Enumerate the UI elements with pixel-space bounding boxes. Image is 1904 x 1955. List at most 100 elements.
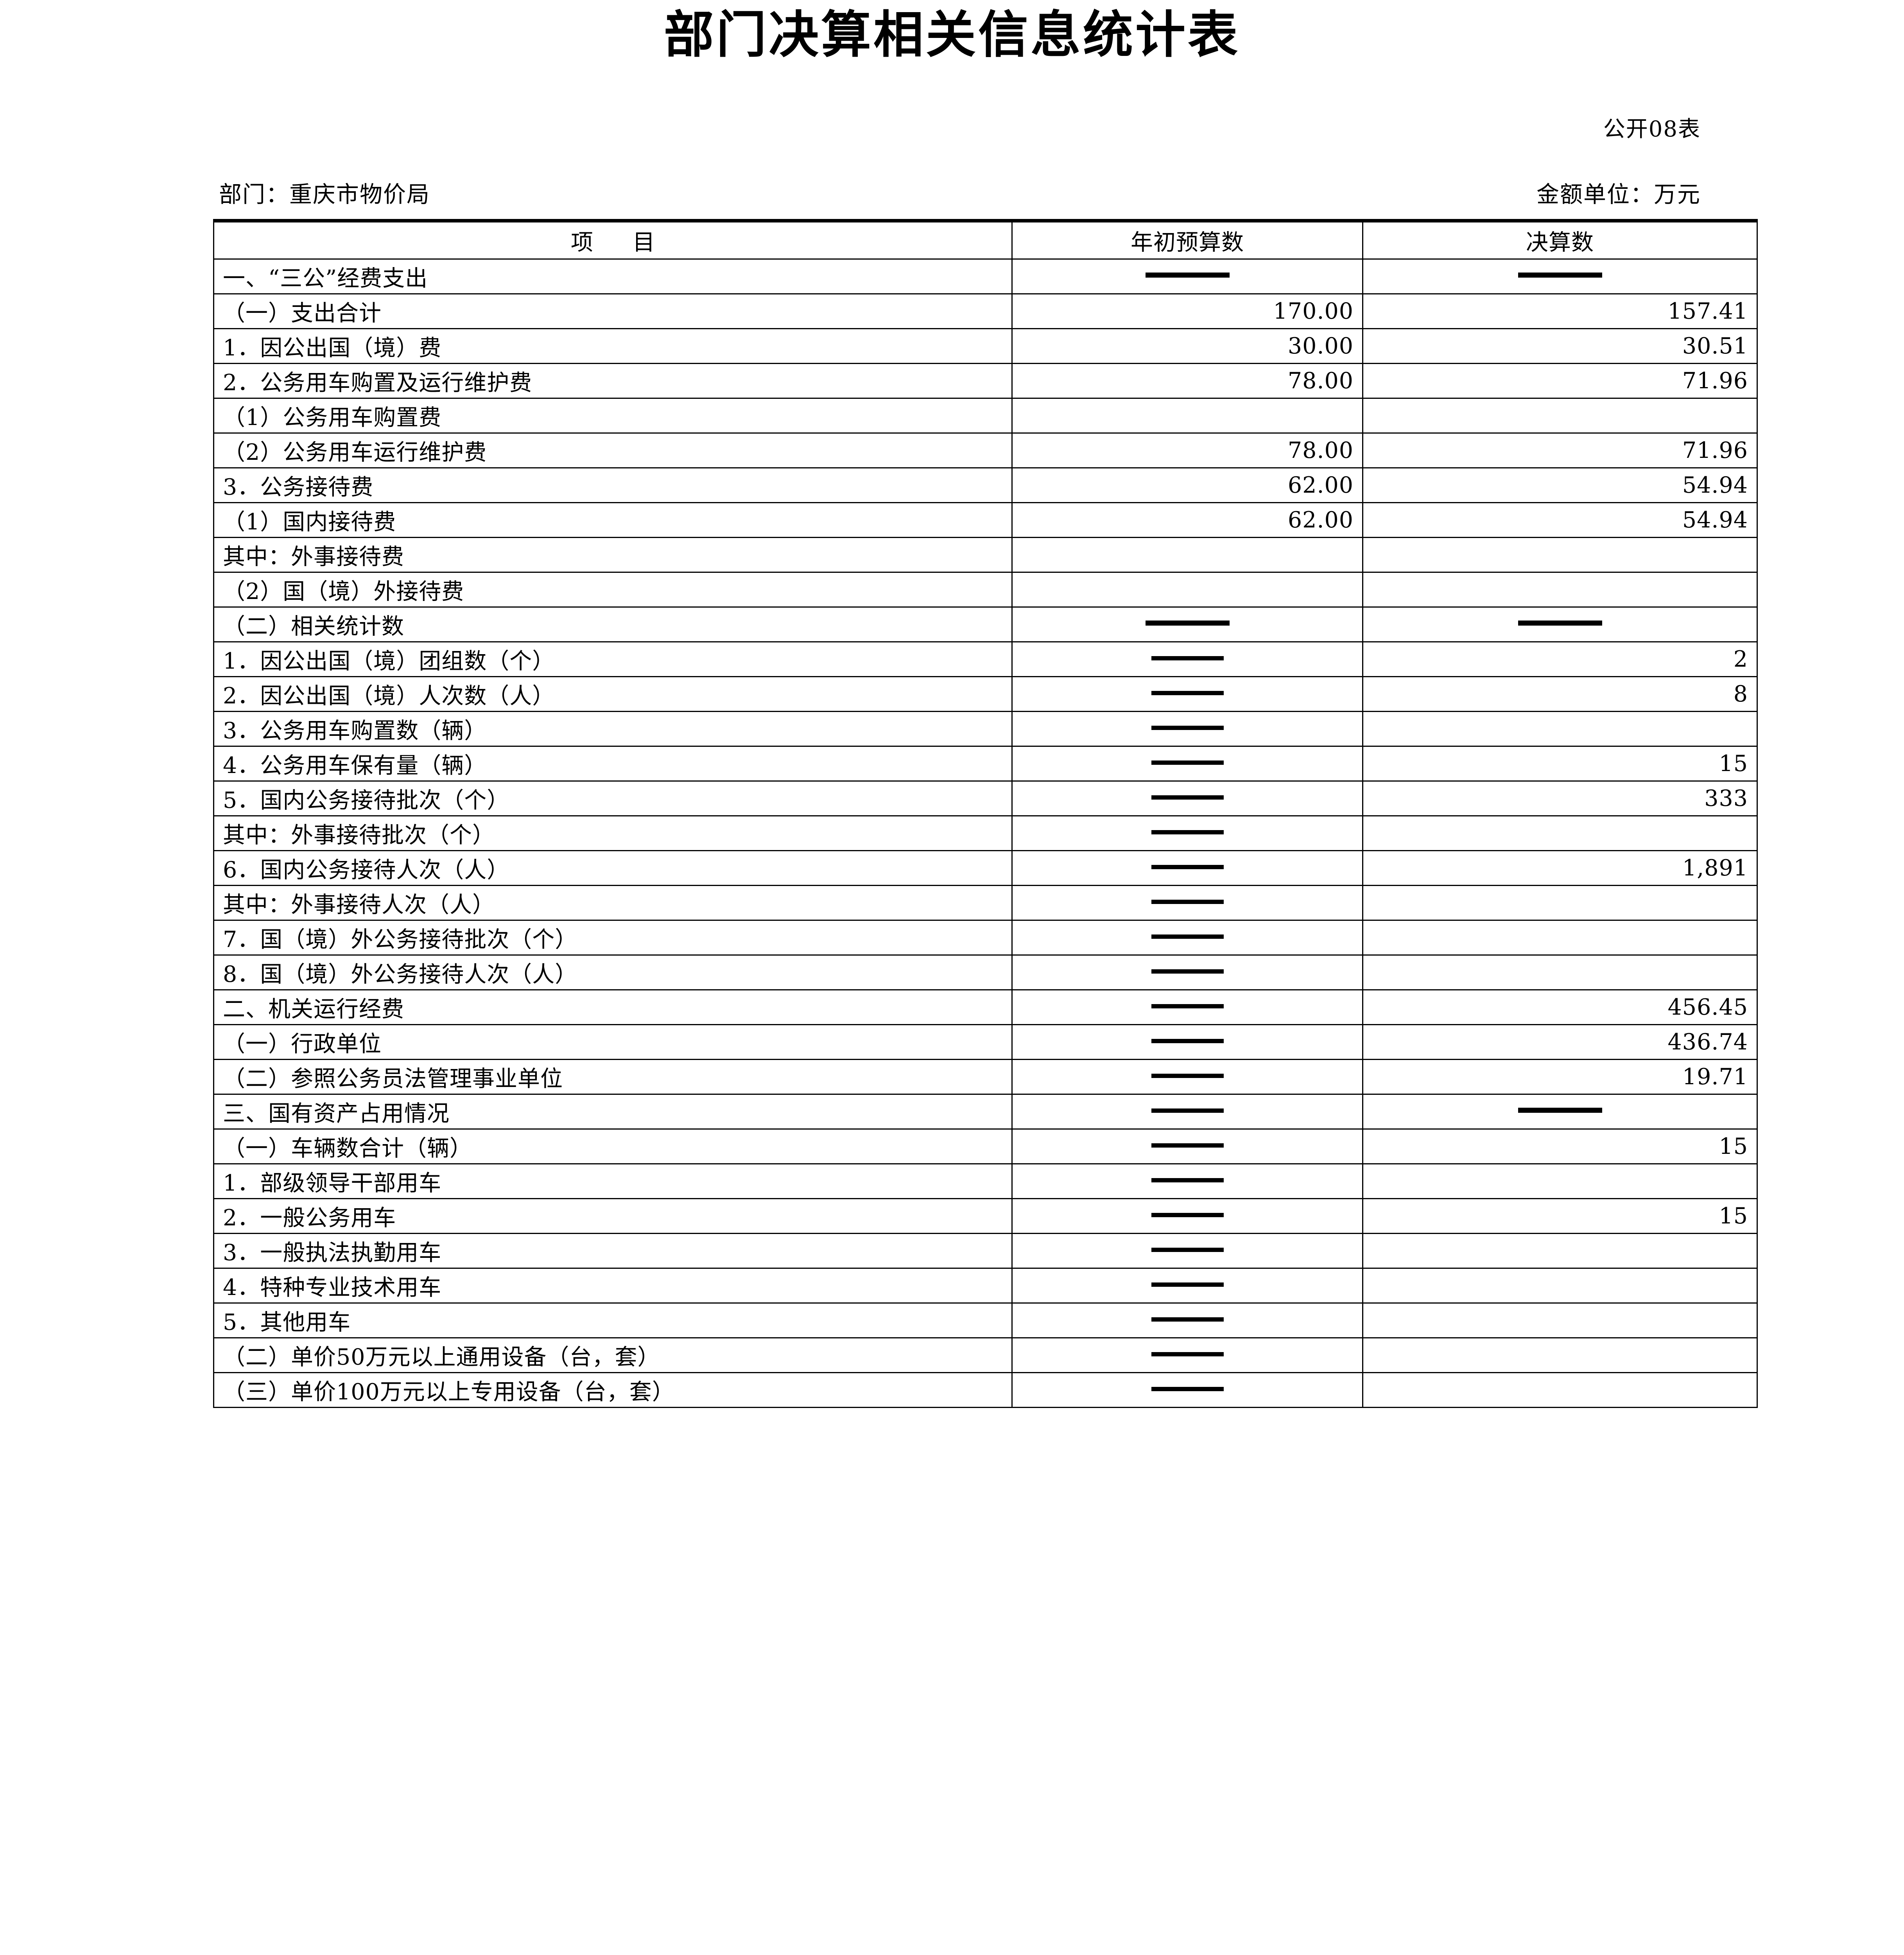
row-final-account-value: 15 [1362,1198,1758,1234]
not-applicable-dash-icon [1151,726,1224,730]
row-final-account-value: 19.71 [1362,1059,1758,1095]
table-row: 2．一般公务用车 15 [213,1198,1758,1234]
table-row: （一）车辆数合计（辆） 15 [213,1128,1758,1164]
row-item-label: 4．公务用车保有量（辆） [213,746,1013,782]
row-final-account-value [1362,920,1758,956]
not-applicable-dash-icon [1518,621,1602,626]
row-final-account-value [1362,572,1758,608]
not-applicable-dash-icon [1151,760,1224,765]
row-final-account-value [1362,398,1758,434]
column-header-initial-budget: 年初预算数 [1011,219,1363,260]
row-initial-budget-value [1011,1163,1363,1199]
table-row: （1）国内接待费 62.00 54.94 [213,502,1758,538]
table-row: 3．公务用车购置数（辆） [213,711,1758,747]
table-row: 2．因公出国（境）人次数（人） 8 [213,676,1758,712]
row-initial-budget-value [1011,989,1363,1025]
row-initial-budget-value: 62.00 [1011,502,1363,538]
table-row: （1）公务用车购置费 [213,398,1758,434]
row-initial-budget-value [1011,1024,1363,1060]
row-final-account-value [1362,1302,1758,1338]
row-final-account-value [1362,1163,1758,1199]
table-row: （一）行政单位 436.74 [213,1024,1758,1060]
table-row: 其中：外事接待人次（人） [213,885,1758,921]
row-initial-budget-value [1011,1128,1363,1164]
column-header-item: 项 目 [213,219,1013,260]
row-item-label: （二）相关统计数 [213,606,1013,642]
not-applicable-dash-icon [1151,691,1224,695]
table-row: （二）单价50万元以上通用设备（台，套） [213,1337,1758,1373]
row-final-account-value [1362,1233,1758,1269]
table-row: 3．一般执法执勤用车 [213,1233,1758,1269]
not-applicable-dash-icon [1145,273,1230,278]
not-applicable-dash-icon [1151,969,1224,974]
row-item-label: 2．因公出国（境）人次数（人） [213,676,1013,712]
row-item-label: 5．国内公务接待批次（个） [213,780,1013,816]
table-row: （二）参照公务员法管理事业单位 19.71 [213,1059,1758,1095]
table-row: 1．部级领导干部用车 [213,1163,1758,1199]
row-item-label: 三、国有资产占用情况 [213,1094,1013,1130]
table-row: 1．因公出国（境）费 30.00 30.51 [213,328,1758,364]
row-item-label: 其中：外事接待批次（个） [213,815,1013,851]
row-final-account-value [1362,815,1758,851]
row-initial-budget-value [1011,398,1363,434]
table-row: （一）支出合计 170.00 157.41 [213,293,1758,329]
row-final-account-value [1362,885,1758,921]
row-final-account-value: 54.94 [1362,502,1758,538]
row-item-label: （1）公务用车购置费 [213,398,1013,434]
row-initial-budget-value [1011,1059,1363,1095]
form-code-label: 公开08表 [1603,117,1701,142]
statistics-table: 项 目 年初预算数 决算数 一、“三公”经费支出 （一）支出合计 170.00 157… [213,219,1758,1408]
not-applicable-dash-icon [1151,1004,1224,1008]
not-applicable-dash-icon [1151,1317,1224,1322]
table-header-row: 项 目 年初预算数 决算数 [213,219,1758,260]
row-initial-budget-value [1011,676,1363,712]
table-row: 二、机关运行经费 456.45 [213,989,1758,1025]
table-row: 8．国（境）外公务接待人次（人） [213,954,1758,990]
row-initial-budget-value: 30.00 [1011,328,1363,364]
row-item-label: 3．一般执法执勤用车 [213,1233,1013,1269]
row-final-account-value: 71.96 [1362,432,1758,468]
row-item-label: 1．因公出国（境）团组数（个） [213,641,1013,677]
row-initial-budget-value [1011,1302,1363,1338]
row-item-label: （2）国（境）外接待费 [213,572,1013,608]
row-final-account-value: 157.41 [1362,293,1758,329]
table-row: 6．国内公务接待人次（人） 1,891 [213,850,1758,886]
row-item-label: 3．公务用车购置数（辆） [213,711,1013,747]
not-applicable-dash-icon [1151,795,1224,800]
row-initial-budget-value [1011,1268,1363,1304]
row-final-account-value [1362,1268,1758,1304]
row-item-label: 1．因公出国（境）费 [213,328,1013,364]
row-final-account-value [1362,606,1758,642]
row-final-account-value [1362,954,1758,990]
row-initial-budget-value [1011,954,1363,990]
not-applicable-dash-icon [1518,273,1602,278]
department-label: 部门：重庆市物价局 [219,181,430,208]
row-final-account-value: 71.96 [1362,363,1758,399]
row-item-label: （二）参照公务员法管理事业单位 [213,1059,1013,1095]
row-item-label: （一）行政单位 [213,1024,1013,1060]
amount-unit-label: 金额单位：万元 [1536,181,1701,208]
table-row: 2．公务用车购置及运行维护费 78.00 71.96 [213,363,1758,399]
row-initial-budget-value [1011,258,1363,294]
not-applicable-dash-icon [1151,1108,1224,1113]
table-row: 4．特种专业技术用车 [213,1268,1758,1304]
row-final-account-value [1362,1337,1758,1373]
row-final-account-value: 30.51 [1362,328,1758,364]
row-final-account-value: 54.94 [1362,467,1758,503]
row-final-account-value: 15 [1362,746,1758,782]
not-applicable-dash-icon [1151,934,1224,939]
row-item-label: 5．其他用车 [213,1302,1013,1338]
table-row: 5．其他用车 [213,1302,1758,1338]
not-applicable-dash-icon [1151,1387,1224,1391]
row-final-account-value [1362,537,1758,573]
row-item-label: 其中：外事接待人次（人） [213,885,1013,921]
row-initial-budget-value: 62.00 [1011,467,1363,503]
column-header-final-account: 决算数 [1362,219,1758,260]
not-applicable-dash-icon [1151,865,1224,869]
page-title: 部门决算相关信息统计表 [663,6,1240,64]
table-row: （二）相关统计数 [213,606,1758,642]
row-final-account-value: 2 [1362,641,1758,677]
row-initial-budget-value: 170.00 [1011,293,1363,329]
row-final-account-value [1362,1372,1758,1408]
row-item-label: 1．部级领导干部用车 [213,1163,1013,1199]
